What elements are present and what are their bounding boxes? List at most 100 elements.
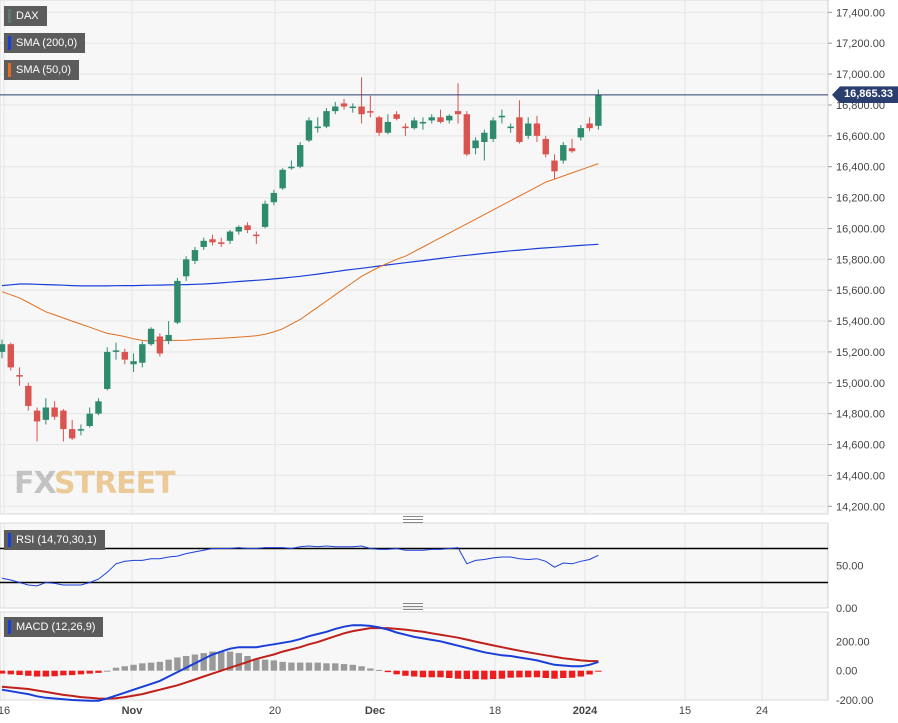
- macd-histogram-bar: [0, 670, 6, 674]
- candle-body: [147, 328, 155, 345]
- candle: [16, 367, 23, 386]
- macd-histogram-bar: [437, 670, 444, 678]
- price-tick-label: 15,800.00: [836, 254, 885, 266]
- price-tick-label: 16,200.00: [836, 193, 885, 205]
- candle: [305, 117, 313, 143]
- legend-sma50-swatch: [8, 63, 11, 77]
- macd-histogram-bar: [349, 664, 356, 671]
- macd-histogram-bar: [402, 670, 409, 676]
- candle: [270, 189, 278, 206]
- candle: [349, 103, 356, 113]
- candle-body: [60, 410, 67, 430]
- candle-body: [507, 126, 514, 129]
- candle: [156, 333, 164, 357]
- price-tick-label: 16,400.00: [836, 162, 885, 174]
- candle-body: [200, 240, 207, 247]
- candle: [68, 419, 76, 440]
- candle-body: [560, 145, 567, 161]
- candle: [200, 237, 207, 251]
- candle: [358, 77, 365, 124]
- candle-body: [402, 126, 409, 129]
- candle-body: [95, 401, 102, 414]
- candle: [86, 407, 93, 428]
- candle: [393, 111, 400, 121]
- price-tick-label: 17,400.00: [836, 7, 885, 19]
- candle-body: [139, 344, 146, 363]
- candle-body: [104, 351, 111, 389]
- candle: [586, 117, 593, 132]
- macd-histogram-bar: [147, 662, 155, 671]
- candle: [261, 200, 269, 229]
- candle: [174, 277, 181, 325]
- macd-signal-line: [1, 627, 599, 700]
- legend-dax: DAX: [4, 6, 47, 26]
- candle: [279, 168, 286, 190]
- candle: [498, 109, 506, 124]
- candle: [577, 125, 585, 141]
- candle-body: [25, 385, 32, 406]
- macd-histogram-bar: [481, 670, 488, 680]
- candle-body: [121, 351, 128, 360]
- svg-text:FX: FX: [14, 466, 56, 501]
- candle-body: [525, 123, 532, 136]
- macd-histogram-bar: [182, 656, 190, 671]
- candle: [489, 117, 497, 143]
- macd-histogram-bar: [16, 670, 23, 676]
- macd-histogram-bar: [279, 661, 286, 671]
- macd-histogram-bar: [340, 664, 348, 671]
- candle-body: [367, 111, 374, 113]
- candle: [42, 398, 50, 425]
- candle-body: [174, 280, 181, 323]
- candle: [165, 321, 172, 345]
- macd-histogram-bar: [51, 670, 58, 677]
- price-panel: 17,400.0017,200.0017,000.0016,800.0016,6…: [0, 0, 885, 515]
- candle-body: [16, 375, 23, 377]
- candle-body: [551, 160, 558, 172]
- macd-histogram-bar: [542, 670, 549, 678]
- x-tick-label: 16: [0, 705, 10, 717]
- candle: [77, 424, 85, 436]
- macd-histogram-bar: [261, 659, 269, 671]
- candle-body: [454, 111, 462, 115]
- candle: [507, 123, 514, 133]
- rsi-pane-resize-handle[interactable]: [403, 516, 423, 523]
- price-plot-area: [0, 0, 829, 515]
- macd-histogram-bar: [139, 663, 146, 671]
- candle-body: [0, 344, 6, 352]
- macd-histogram-bar: [174, 657, 181, 671]
- candle-body: [165, 334, 172, 342]
- candle: [568, 138, 576, 153]
- fxstreet-watermark: FX STREET: [14, 466, 177, 501]
- macd-histogram-bar: [393, 670, 400, 675]
- candle: [428, 114, 435, 124]
- candle-body: [86, 413, 93, 427]
- macd-histogram-bar: [209, 651, 216, 671]
- candle-body: [428, 117, 435, 121]
- candle-body: [577, 128, 585, 138]
- macd-histogram-bar: [533, 670, 541, 678]
- price-tick-label: 14,400.00: [836, 470, 885, 482]
- candle: [525, 117, 532, 139]
- rsi-line: [1, 545, 599, 587]
- macd-histogram-bar: [226, 651, 234, 671]
- candle: [235, 225, 242, 235]
- price-tick-label: 14,600.00: [836, 440, 885, 452]
- candle: [472, 137, 479, 155]
- candle-body: [33, 410, 41, 422]
- macd-histogram-bar: [288, 662, 295, 671]
- macd-histogram-bar: [314, 662, 321, 671]
- candle-body: [218, 242, 225, 244]
- macd-histogram-bar: [60, 670, 67, 676]
- legend-dax-swatch: [8, 9, 11, 23]
- candle-body: [279, 169, 286, 189]
- candle: [296, 142, 304, 169]
- candle: [595, 89, 602, 130]
- macd-histogram-bar: [7, 670, 14, 675]
- macd-histogram-bar: [577, 670, 585, 677]
- macd-pane-resize-handle[interactable]: [403, 603, 423, 610]
- candle-body: [516, 117, 523, 143]
- macd-histogram-bar: [296, 662, 304, 671]
- candle-body: [446, 115, 453, 121]
- candle: [463, 111, 471, 156]
